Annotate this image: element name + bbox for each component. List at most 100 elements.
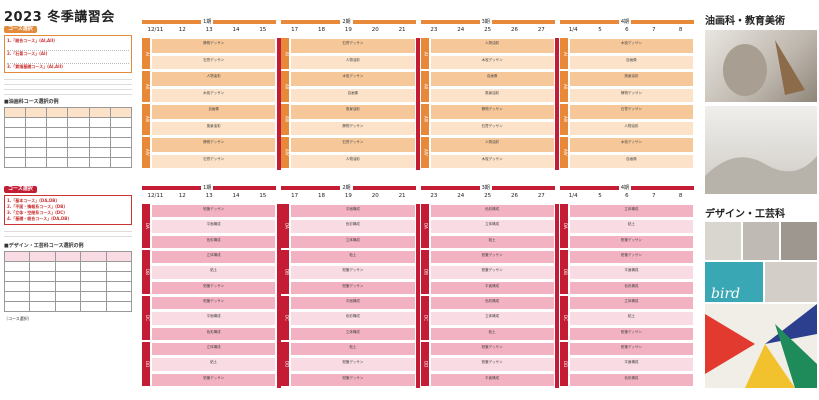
schedule-cell[interactable]: 色彩構成 — [568, 280, 694, 295]
schedule-cell[interactable]: 平面構成 — [290, 296, 416, 311]
schedule-cell[interactable]: 鉛筆デッサン — [429, 265, 555, 280]
schedule-cell[interactable]: 鉛筆デッサン — [151, 296, 277, 311]
schedule-cell[interactable]: 木炭デッサン — [568, 38, 694, 54]
schedule-cell[interactable]: 鉛筆デッサン — [429, 342, 555, 357]
schedule-cell[interactable]: 立体構成 — [290, 326, 416, 341]
schedule-cell[interactable]: 自画像 — [568, 54, 694, 70]
schedule-cell[interactable]: 色彩構成 — [151, 326, 277, 341]
schedule-cell[interactable]: 静物デッサン — [151, 38, 277, 54]
design-artwork-image-3 — [705, 304, 817, 388]
schedule-cell[interactable]: 静物デッサン — [290, 120, 416, 136]
cell-text: 石膏デッサン — [342, 140, 364, 144]
schedule-cell[interactable]: 人物油彩 — [151, 71, 277, 87]
schedule-cell[interactable]: 色彩構成 — [429, 204, 555, 219]
schedule-cell[interactable]: 粘土 — [151, 265, 277, 280]
schedule-cell[interactable]: 木炭デッサン — [290, 71, 416, 87]
cell-text: 石膏デッサン — [342, 41, 364, 45]
schedule-cell[interactable]: 木炭デッサン — [568, 137, 694, 153]
collage-icon — [705, 304, 817, 388]
schedule-cell[interactable]: 鉛筆デッサン — [151, 280, 277, 295]
schedule-cell[interactable]: 色彩構成 — [290, 219, 416, 234]
schedule-cell[interactable]: 石膏デッサン — [151, 153, 277, 169]
cell-text: 平面構成 — [485, 375, 500, 380]
schedule-cell[interactable]: 鉛筆デッサン — [568, 234, 694, 249]
schedule-cell[interactable]: 立体構成 — [429, 219, 555, 234]
schedule-cell[interactable]: 風景油彩 — [429, 87, 555, 103]
schedule-cell[interactable]: 鉛筆デッサン — [568, 342, 694, 357]
cell-text: 平面構成 — [206, 314, 221, 319]
schedule-cell[interactable]: 色彩構成 — [290, 311, 416, 326]
schedule-cell[interactable]: 木炭デッサン — [429, 153, 555, 169]
row-label: DC — [142, 296, 150, 340]
schedule-cell[interactable]: 自画像 — [429, 71, 555, 87]
schedule-cell[interactable]: 石膏デッサン — [151, 54, 277, 70]
schedule-cell[interactable]: 色彩構成 — [568, 372, 694, 387]
schedule-cell[interactable]: 粘土 — [568, 311, 694, 326]
schedule-cell[interactable]: 粘土 — [290, 250, 416, 265]
cell-text: 鉛筆デッサン — [481, 253, 503, 257]
schedule-cell[interactable]: 木炭デッサン — [151, 87, 277, 103]
period-separator — [276, 38, 281, 170]
schedule-cell[interactable]: 人物油彩 — [429, 137, 555, 153]
schedule-cell[interactable]: 立体構成 — [151, 342, 277, 357]
row-label: AII — [142, 71, 150, 102]
schedule-cell[interactable]: 平面構成 — [568, 357, 694, 372]
schedule-cell[interactable]: 粘土 — [151, 357, 277, 372]
schedule-cell[interactable]: 静物デッサン — [568, 87, 694, 103]
schedule-cell[interactable]: 色彩構成 — [151, 234, 277, 249]
row-label: DB — [281, 250, 290, 294]
date-label: 12/11 — [147, 27, 164, 33]
date-label: 17 — [291, 193, 299, 199]
schedule-cell[interactable]: 鉛筆デッサン — [568, 250, 694, 265]
schedule-cell[interactable]: 石膏デッサン — [429, 120, 555, 136]
course-desc — [7, 57, 129, 64]
table-title: ■デザイン・工芸科コース選択の例 — [4, 243, 84, 249]
schedule-cell[interactable]: 人物油彩 — [290, 54, 416, 70]
schedule-cell[interactable]: 粘土 — [290, 342, 416, 357]
schedule-cell[interactable]: 立体構成 — [429, 311, 555, 326]
schedule-cell[interactable]: 人物油彩 — [290, 153, 416, 169]
schedule-cell[interactable]: 粘土 — [429, 234, 555, 249]
schedule-cell[interactable]: 風景油彩 — [151, 120, 277, 136]
schedule-cell[interactable]: 平面構成 — [429, 372, 555, 387]
row-label: DD — [559, 342, 568, 386]
schedule-cell[interactable]: 鉛筆デッサン — [290, 265, 416, 280]
schedule-cell[interactable]: 粘土 — [429, 326, 555, 341]
schedule-cell[interactable]: 鉛筆デッサン — [290, 280, 416, 295]
schedule-cell[interactable]: 木炭デッサン — [429, 54, 555, 70]
schedule-cell[interactable]: 石膏デッサン — [568, 104, 694, 120]
schedule-cell[interactable]: 立体構成 — [151, 250, 277, 265]
schedule-cell[interactable]: 鉛筆デッサン — [151, 372, 277, 387]
schedule-cell[interactable]: 平面構成 — [151, 219, 277, 234]
schedule-cell[interactable]: 石膏デッサン — [290, 38, 416, 54]
schedule-cell[interactable]: 鉛筆デッサン — [151, 204, 277, 219]
schedule-cell[interactable]: 静物デッサン — [151, 137, 277, 153]
schedule-cell[interactable]: 立体構成 — [290, 234, 416, 249]
schedule-cell[interactable]: 鉛筆デッサン — [429, 250, 555, 265]
schedule-cell[interactable]: 石膏デッサン — [290, 137, 416, 153]
schedule-cell[interactable]: 自画像 — [568, 153, 694, 169]
schedule-cell[interactable]: 粘土 — [568, 219, 694, 234]
schedule-cell[interactable]: 風景油彩 — [290, 104, 416, 120]
schedule-cell[interactable]: 平面構成 — [290, 204, 416, 219]
schedule-cell[interactable]: 人物油彩 — [429, 38, 555, 54]
date-label: 6 — [625, 193, 629, 199]
schedule-cell[interactable]: 色彩構成 — [429, 296, 555, 311]
page-title: 2023 冬季講習会 — [4, 10, 115, 25]
schedule-cell[interactable]: 自画像 — [151, 104, 277, 120]
schedule-cell[interactable]: 風景油彩 — [568, 71, 694, 87]
schedule-cell[interactable]: 立体構成 — [568, 204, 694, 219]
schedule-cell[interactable]: 静物デッサン — [429, 104, 555, 120]
schedule-cell[interactable]: 立体構成 — [568, 296, 694, 311]
design-course-box: 1.「基本コース」(DA,DB) 2.「平面・情報系コース」(DB) 3.「立体… — [4, 195, 132, 225]
schedule-cell[interactable]: 鉛筆デッサン — [568, 326, 694, 341]
schedule-cell[interactable]: 平面構成 — [429, 280, 555, 295]
cell-text: 平面構成 — [485, 283, 500, 288]
schedule-cell[interactable]: 人物油彩 — [568, 120, 694, 136]
schedule-cell[interactable]: 平面構成 — [568, 265, 694, 280]
schedule-cell[interactable]: 鉛筆デッサン — [290, 372, 416, 387]
schedule-cell[interactable]: 平面構成 — [151, 311, 277, 326]
schedule-cell[interactable]: 自画像 — [290, 87, 416, 103]
schedule-cell[interactable]: 鉛筆デッサン — [429, 357, 555, 372]
schedule-cell[interactable]: 鉛筆デッサン — [290, 357, 416, 372]
